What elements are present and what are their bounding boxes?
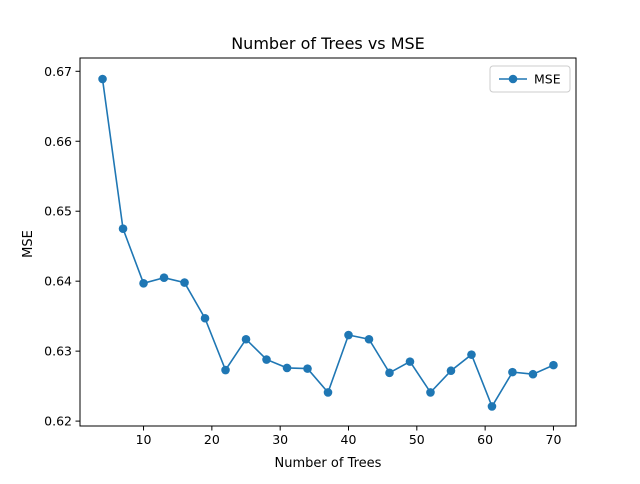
data-point [364, 334, 374, 344]
x-tick-label: 70 [546, 432, 562, 447]
y-tick-label: 0.67 [44, 64, 72, 79]
data-point [303, 364, 312, 373]
data-point [426, 388, 435, 397]
data-point [221, 365, 230, 375]
data-point [549, 360, 558, 370]
x-tick-label: 60 [477, 432, 493, 447]
data-point [446, 366, 456, 376]
series-line [101, 78, 554, 409]
data-point [508, 367, 517, 377]
data-point [159, 273, 169, 282]
data-point [262, 355, 271, 364]
data-point [385, 368, 394, 378]
legend: MSE [489, 65, 571, 93]
x-axis: 10 20 30 40 50 60 70 [136, 426, 562, 447]
data-point [282, 363, 292, 373]
data-point [528, 369, 538, 379]
data-point [118, 224, 128, 234]
x-tick-label: 30 [272, 432, 288, 447]
data-point [405, 357, 415, 366]
data-point [323, 388, 333, 397]
plot-frame [79, 57, 577, 427]
data-point [487, 402, 497, 411]
data-point [139, 278, 148, 288]
x-axis-label: Number of Trees [275, 456, 382, 471]
y-tick-label: 0.66 [44, 134, 72, 149]
data-point [241, 334, 251, 344]
y-tick-label: 0.64 [44, 274, 72, 289]
legend-box [489, 65, 571, 93]
y-axis: 0.62 0.63 0.64 0.65 0.66 0.67 [44, 64, 80, 429]
y-axis-label: MSE [21, 230, 36, 258]
x-tick-label: 40 [341, 432, 357, 447]
y-tick-label: 0.63 [44, 344, 72, 359]
data-point [98, 74, 107, 84]
data-point [180, 278, 189, 287]
x-tick-label: 10 [136, 432, 152, 447]
y-tick-label: 0.62 [44, 414, 72, 429]
y-tick-label: 0.65 [44, 204, 72, 219]
x-tick-label: 50 [409, 432, 425, 447]
plot-area [79, 57, 577, 427]
data-point [200, 313, 210, 323]
legend-label: MSE [534, 72, 561, 87]
data-point [467, 350, 476, 359]
chart-title: Number of Trees vs MSE [231, 34, 425, 53]
legend-marker [508, 74, 518, 84]
x-tick-label: 20 [204, 432, 220, 447]
data-point [344, 330, 353, 340]
